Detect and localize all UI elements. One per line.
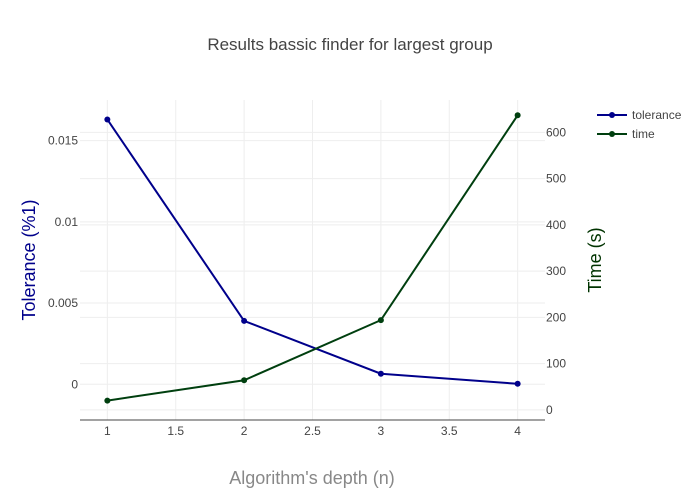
y-tick-label-right: 600 [546, 125, 566, 139]
y-tick-label-left: 0 [71, 377, 78, 391]
y-tick-label-right: 100 [546, 357, 566, 371]
y-tick-label-right: 0 [546, 403, 553, 417]
x-tick-label: 2 [241, 424, 248, 438]
legend-label-time: time [632, 127, 655, 141]
y-tick-label-left: 0.005 [48, 296, 78, 310]
y-axis-label-right: Time (s) [585, 227, 605, 292]
legend-marker-time [609, 131, 615, 137]
chart-title: Results bassic finder for largest group [207, 35, 492, 54]
x-tick-label: 4 [514, 424, 521, 438]
data-point-tolerance [377, 370, 384, 377]
data-point-time [104, 397, 111, 404]
data-point-tolerance [104, 116, 111, 123]
x-axis-label: Algorithm's depth (n) [229, 468, 395, 488]
series-line-tolerance [106, 118, 518, 385]
y-tick-label-right: 500 [546, 172, 566, 186]
data-point-time [514, 112, 521, 119]
grid-lines [80, 100, 545, 420]
y-axis-label-left: Tolerance (%1) [19, 199, 39, 320]
series-line-time [107, 114, 519, 402]
y-tick-label-left: 0.01 [55, 215, 79, 229]
y-tick-label-left: 0.015 [48, 134, 78, 148]
legend-marker-tolerance [609, 112, 615, 118]
y-tick-label-right: 300 [546, 264, 566, 278]
x-tick-label: 1.5 [167, 424, 184, 438]
data-point-time [377, 317, 384, 324]
data-point-tolerance [514, 380, 521, 387]
legend-label-tolerance: tolerance [632, 108, 682, 122]
tick-labels: 1 1.5 2 2.5 3 3.5 4 0 0.005 0.01 0.015 0 100 200 300 40… [48, 125, 566, 438]
legend: tolerance time [597, 108, 682, 141]
y-tick-label-right: 400 [546, 218, 566, 232]
series-layer [104, 112, 521, 404]
x-tick-label: 2.5 [304, 424, 321, 438]
data-point-tolerance [241, 317, 248, 324]
x-tick-label: 3 [378, 424, 385, 438]
y-tick-label-right: 200 [546, 310, 566, 324]
data-point-time [241, 377, 248, 384]
x-tick-label: 3.5 [441, 424, 458, 438]
x-tick-label: 1 [104, 424, 111, 438]
